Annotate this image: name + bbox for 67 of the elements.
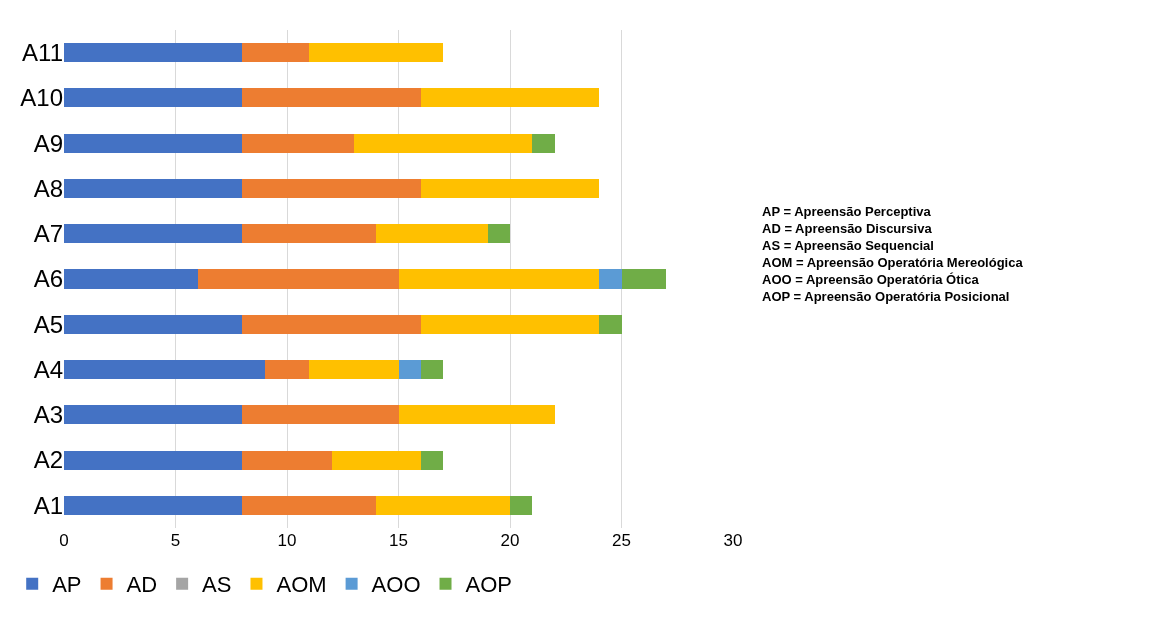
legend-label: AOO <box>371 572 421 598</box>
y-tick-label: A11 <box>22 39 63 67</box>
bar <box>420 314 600 334</box>
bar <box>510 495 533 515</box>
legend-label: AP <box>52 572 82 598</box>
bar <box>64 314 243 334</box>
bar <box>420 88 600 108</box>
bar <box>64 360 265 380</box>
bar <box>242 495 377 515</box>
bar <box>487 224 510 244</box>
bar <box>242 450 332 470</box>
bar <box>242 178 421 198</box>
y-tick-label: A7 <box>33 220 63 248</box>
legend-label: AOM <box>276 572 327 598</box>
bar <box>420 360 444 380</box>
bar <box>621 269 667 289</box>
bar <box>309 43 444 63</box>
x-tick-label: 5 <box>170 531 181 550</box>
bar <box>64 269 198 289</box>
y-tick-label: A2 <box>33 446 63 474</box>
y-tick-label: A6 <box>33 265 63 293</box>
bar <box>376 224 488 244</box>
bar <box>264 360 310 380</box>
bar <box>64 405 243 425</box>
bar <box>64 133 243 153</box>
bar <box>398 360 421 380</box>
x-tick-label: 0 <box>59 531 69 550</box>
bar <box>64 450 243 470</box>
bar <box>242 133 354 153</box>
y-tick-label: A5 <box>33 310 63 338</box>
legend-label: AS <box>202 572 232 598</box>
y-tick-label: A8 <box>33 174 63 202</box>
bar <box>398 405 555 425</box>
bar <box>331 450 421 470</box>
bar <box>420 450 444 470</box>
y-tick-label: A3 <box>33 401 63 429</box>
y-tick-label: A10 <box>20 84 63 112</box>
bar <box>376 495 510 515</box>
bar <box>353 133 533 153</box>
x-tick-label: 30 <box>723 531 743 550</box>
bar <box>64 88 243 108</box>
bar <box>64 224 243 244</box>
bar <box>64 178 243 198</box>
x-tick-label: 10 <box>277 531 297 550</box>
bar <box>309 360 399 380</box>
bar <box>599 314 622 334</box>
x-tick-label: 25 <box>612 531 631 550</box>
bar <box>398 269 600 289</box>
bar <box>197 269 399 289</box>
y-tick-label: A1 <box>33 491 63 519</box>
bar <box>242 43 310 63</box>
bar <box>420 178 600 198</box>
legend-label: AD <box>126 572 158 598</box>
y-tick-label: A4 <box>33 355 63 383</box>
text: AP = Apreensão Perceptiva AD = Apreensão Discursiva AS = Apreensão Sequencial AOM = Apreensão Operatória Mereológica AOO = Apreensão Operatória Ótica AOP = Apreensão Operatória Posicional <box>762 204 1024 304</box>
bar <box>242 224 377 244</box>
x-tick-label: 20 <box>500 531 520 550</box>
bar <box>532 133 555 153</box>
y-tick-label: A9 <box>33 129 63 157</box>
x-tick-label: 15 <box>389 531 408 550</box>
bar <box>64 495 243 515</box>
bar <box>242 88 421 108</box>
bar <box>599 269 622 289</box>
bar <box>242 314 421 334</box>
bar <box>242 405 399 425</box>
bar <box>64 43 243 63</box>
legend-label: AOP <box>465 572 512 598</box>
